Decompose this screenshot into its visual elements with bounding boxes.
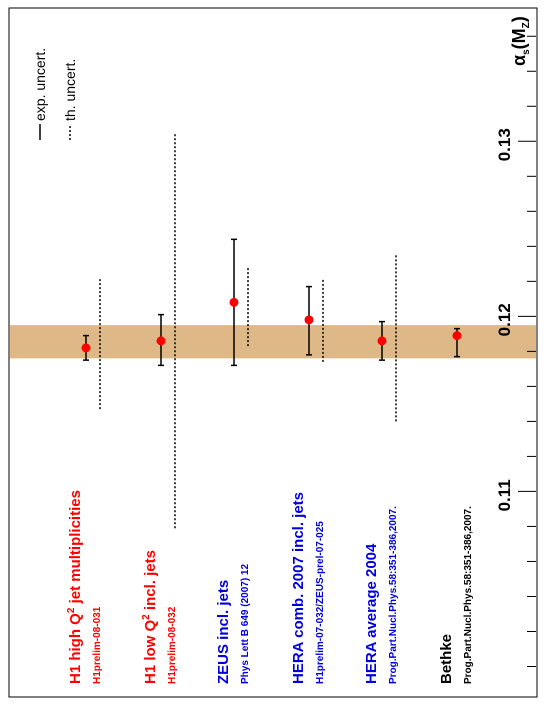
- measurement-title: H1 high Q2 jet multiplicities: [66, 490, 84, 684]
- data-point: [156, 336, 166, 346]
- tick-label-0-13: 0.13: [495, 128, 514, 161]
- data-point: [81, 343, 91, 353]
- tick-label-0-12: 0.12: [495, 303, 514, 336]
- legend-exp-label: exp. uncert.: [32, 48, 48, 121]
- measurement-title: Bethke: [438, 634, 455, 684]
- measurement-reference: H1prelim-07-032/ZEUS-prel-07-025: [315, 521, 326, 684]
- measurement-reference: Prog.Part.Nucl.Phys.58:351-386,2007.: [463, 506, 474, 684]
- data-point: [452, 331, 462, 341]
- measurement-title: HERA average 2004: [363, 543, 380, 684]
- data-point: [229, 297, 239, 307]
- data-point: [304, 315, 314, 325]
- legend-th-label: th. uncert.: [62, 59, 78, 121]
- data-point: [377, 336, 387, 346]
- measurement-title: HERA comb. 2007 incl. jets: [290, 492, 307, 684]
- measurement-title: ZEUS incl. jets: [215, 580, 232, 684]
- measurement-reference: Phys Lett B 649 (2007) 12: [240, 564, 251, 684]
- legend: exp. uncert. th. uncert.: [32, 48, 78, 140]
- measurement-reference: H1prelim-08-031: [92, 606, 103, 684]
- measurement-reference: Prog.Part.Nucl.Phys.58:351-386,2007.: [388, 506, 399, 684]
- tick-label-0-11: 0.11: [495, 479, 514, 511]
- measurement-reference: H1prelim-08-032: [167, 606, 178, 684]
- measurement-title: H1 low Q2 incl. jets: [141, 550, 159, 684]
- world-average-band: [10, 325, 536, 359]
- axis-label: αs(MZ): [509, 16, 532, 66]
